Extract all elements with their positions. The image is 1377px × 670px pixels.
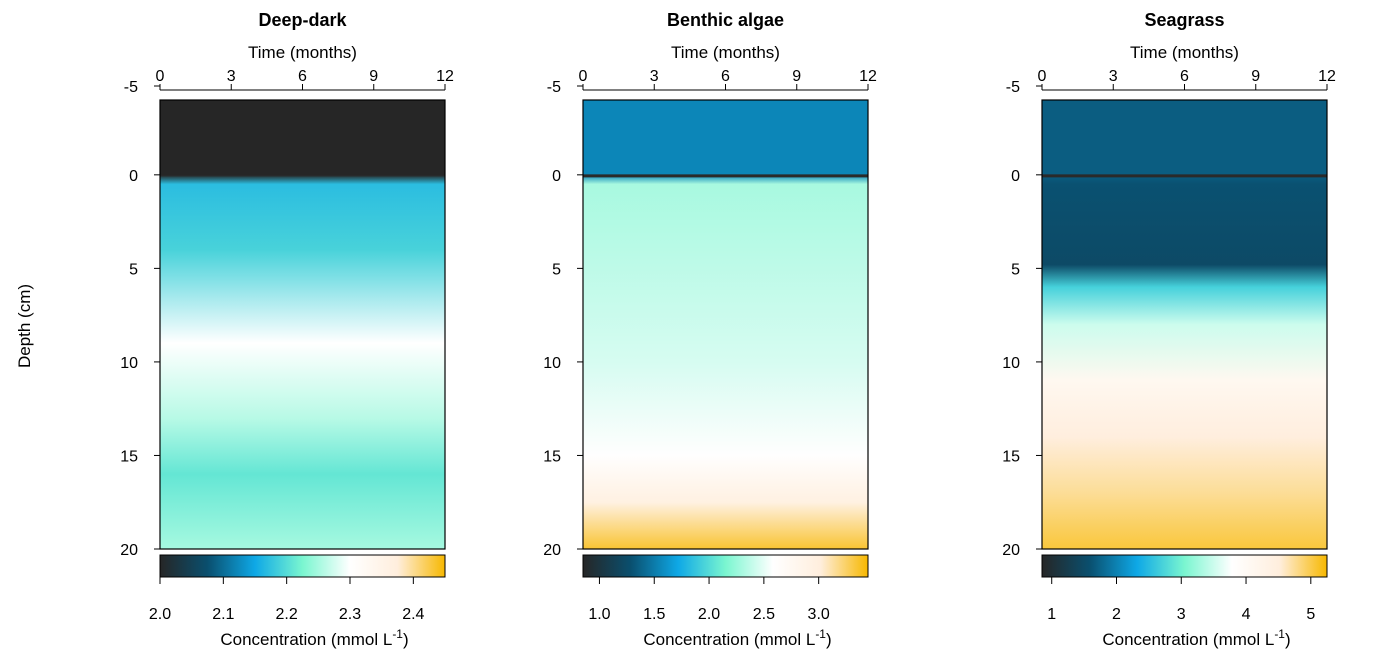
x-tick-label: 3 bbox=[650, 68, 659, 85]
x-tick-label: 0 bbox=[1038, 68, 1047, 85]
x-tick-label: 6 bbox=[298, 68, 307, 85]
x-tick-label: 6 bbox=[721, 68, 730, 85]
colorbar-tick-label: 1 bbox=[1047, 606, 1056, 623]
x-tick-label: 12 bbox=[859, 68, 877, 85]
y-tick-label: 10 bbox=[1002, 355, 1020, 372]
panel-title: Deep-dark bbox=[258, 10, 347, 30]
colorbar-label-text: Concentration (mmol L bbox=[220, 630, 392, 649]
y-axis-label: Depth (cm) bbox=[15, 284, 34, 368]
colorbar-label: Concentration (mmol L-1) bbox=[643, 627, 831, 649]
colorbar-tick-label: 2.4 bbox=[402, 606, 424, 623]
panel-title: Benthic algae bbox=[667, 10, 784, 30]
x-tick-label: 12 bbox=[436, 68, 454, 85]
x-tick-label: 0 bbox=[579, 68, 588, 85]
colorbar bbox=[159, 554, 446, 578]
x-tick-label: 6 bbox=[1180, 68, 1189, 85]
panel-deep-dark: Deep-dark Time (months) 0 3 6 9 12 -5 0 5 10 15 20 2.… bbox=[120, 10, 454, 649]
y-tick-label: 5 bbox=[1011, 261, 1020, 278]
x-axis-label: Time (months) bbox=[248, 43, 357, 62]
y-tick-label: 0 bbox=[1011, 168, 1020, 185]
colorbar-tick-label: 4 bbox=[1242, 606, 1251, 623]
colorbar-label-text: Concentration (mmol L bbox=[643, 630, 815, 649]
colorbar-label-close: ) bbox=[403, 630, 409, 649]
colorbar-label-superscript: -1 bbox=[392, 627, 403, 641]
x-tick-label: 3 bbox=[227, 68, 236, 85]
heatmap-field bbox=[583, 100, 868, 549]
x-axis-label: Time (months) bbox=[1130, 43, 1239, 62]
heatmap-field bbox=[160, 100, 445, 549]
x-tick-label: 0 bbox=[156, 68, 165, 85]
colorbar-tick-label: 2.0 bbox=[698, 606, 720, 623]
colorbar-label-superscript: -1 bbox=[815, 627, 826, 641]
colorbar-tick-label: 3.0 bbox=[808, 606, 830, 623]
y-tick-label: 0 bbox=[129, 168, 138, 185]
x-axis-label: Time (months) bbox=[671, 43, 780, 62]
y-tick-label: 5 bbox=[552, 261, 561, 278]
y-tick-label: -5 bbox=[547, 79, 561, 96]
y-tick-label: 20 bbox=[1002, 542, 1020, 559]
colorbar-label-close: ) bbox=[1285, 630, 1291, 649]
colorbar-label-superscript: -1 bbox=[1274, 627, 1285, 641]
colorbar-tick-label: 3 bbox=[1177, 606, 1186, 623]
panel-title: Seagrass bbox=[1144, 10, 1224, 30]
plot-frame bbox=[159, 99, 446, 550]
x-tick-label: 12 bbox=[1318, 68, 1336, 85]
y-tick-label: 5 bbox=[129, 261, 138, 278]
plot-frame bbox=[582, 99, 869, 550]
y-tick-label: 20 bbox=[120, 542, 138, 559]
colorbar bbox=[1041, 554, 1328, 578]
colorbar-label: Concentration (mmol L-1) bbox=[1102, 627, 1290, 649]
colorbar bbox=[582, 554, 869, 578]
colorbar-label-close: ) bbox=[826, 630, 832, 649]
panel-benthic-algae: Benthic algae Time (months) 0 3 6 9 12 -5 0 5 10 15… bbox=[543, 10, 877, 649]
y-tick-label: 0 bbox=[552, 168, 561, 185]
colorbar-tick-label: 1.5 bbox=[643, 606, 665, 623]
colorbar-tick-label: 2.5 bbox=[753, 606, 775, 623]
y-tick-label: 10 bbox=[543, 355, 561, 372]
heatmap-field bbox=[1042, 100, 1327, 549]
y-tick-label: 15 bbox=[1002, 448, 1020, 465]
y-tick-label: 15 bbox=[543, 448, 561, 465]
y-tick-label: 15 bbox=[120, 448, 138, 465]
x-tick-label: 9 bbox=[792, 68, 801, 85]
colorbar-tick-label: 5 bbox=[1306, 606, 1315, 623]
y-tick-label: -5 bbox=[1006, 79, 1020, 96]
x-tick-label: 9 bbox=[1251, 68, 1260, 85]
x-tick-label: 3 bbox=[1109, 68, 1118, 85]
colorbar-label-text: Concentration (mmol L bbox=[1102, 630, 1274, 649]
y-tick-label: -5 bbox=[124, 79, 138, 96]
x-tick-label: 9 bbox=[369, 68, 378, 85]
colorbar-label: Concentration (mmol L-1) bbox=[220, 627, 408, 649]
y-tick-label: 10 bbox=[120, 355, 138, 372]
colorbar-tick-label: 2.2 bbox=[276, 606, 298, 623]
colorbar-tick-label: 2.0 bbox=[149, 606, 171, 623]
colorbar-tick-label: 2.1 bbox=[212, 606, 234, 623]
colorbar-tick-label: 2 bbox=[1112, 606, 1121, 623]
y-tick-label: 20 bbox=[543, 542, 561, 559]
colorbar-tick-label: 1.0 bbox=[588, 606, 610, 623]
colorbar-tick-label: 2.3 bbox=[339, 606, 361, 623]
plot-frame bbox=[1041, 99, 1328, 550]
